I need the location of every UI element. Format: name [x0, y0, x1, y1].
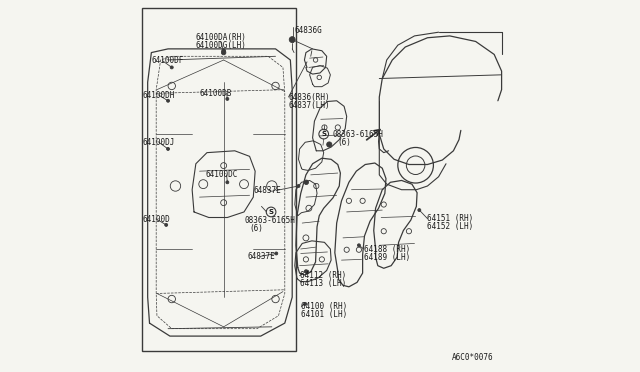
Text: 08363-6165H: 08363-6165H: [244, 216, 295, 225]
Text: 64100DF: 64100DF: [152, 56, 184, 65]
Text: 64100DA(RH): 64100DA(RH): [196, 33, 247, 42]
Circle shape: [226, 97, 229, 100]
Text: 64100DG(LH): 64100DG(LH): [196, 41, 247, 51]
Circle shape: [170, 66, 173, 69]
Circle shape: [221, 50, 226, 55]
Circle shape: [166, 99, 170, 102]
Circle shape: [326, 142, 332, 147]
Text: 08363-6165H: 08363-6165H: [333, 129, 384, 139]
Text: 64188 (RH): 64188 (RH): [364, 244, 410, 253]
Circle shape: [297, 185, 300, 187]
Text: 64189 (LH): 64189 (LH): [364, 253, 410, 262]
Circle shape: [226, 181, 229, 184]
Circle shape: [304, 180, 308, 185]
Circle shape: [222, 49, 225, 52]
Text: 64836G: 64836G: [294, 26, 322, 35]
Text: (6): (6): [250, 224, 264, 233]
Circle shape: [289, 37, 295, 42]
Circle shape: [418, 209, 421, 212]
Text: 64837E: 64837E: [253, 186, 281, 195]
Text: (6): (6): [338, 138, 351, 147]
Text: A6C0*0076: A6C0*0076: [452, 353, 493, 362]
Text: 64837(LH): 64837(LH): [289, 101, 330, 110]
Text: 64100DC: 64100DC: [205, 170, 237, 179]
Text: 64100DJ: 64100DJ: [143, 138, 175, 147]
Circle shape: [357, 244, 360, 247]
Circle shape: [304, 302, 307, 305]
Text: 64100 (RH): 64100 (RH): [301, 302, 348, 311]
Text: 64100DB: 64100DB: [200, 89, 232, 98]
Circle shape: [164, 224, 168, 227]
Text: 64151 (RH): 64151 (RH): [428, 214, 474, 223]
Text: 64100DH: 64100DH: [143, 91, 175, 100]
Text: 64836(RH): 64836(RH): [289, 93, 330, 102]
Circle shape: [166, 147, 170, 150]
Text: 64113 (LH): 64113 (LH): [300, 279, 346, 288]
Text: S: S: [269, 209, 273, 215]
Text: 64152 (LH): 64152 (LH): [428, 222, 474, 231]
Text: 64112 (RH): 64112 (RH): [300, 271, 346, 280]
Bar: [142, 8, 296, 351]
Circle shape: [305, 270, 309, 274]
Circle shape: [275, 252, 278, 255]
Text: S: S: [321, 131, 326, 137]
Circle shape: [305, 270, 307, 273]
Text: 64100D: 64100D: [143, 215, 171, 224]
Text: 64837E: 64837E: [248, 252, 275, 261]
Text: 64101 (LH): 64101 (LH): [301, 310, 348, 319]
